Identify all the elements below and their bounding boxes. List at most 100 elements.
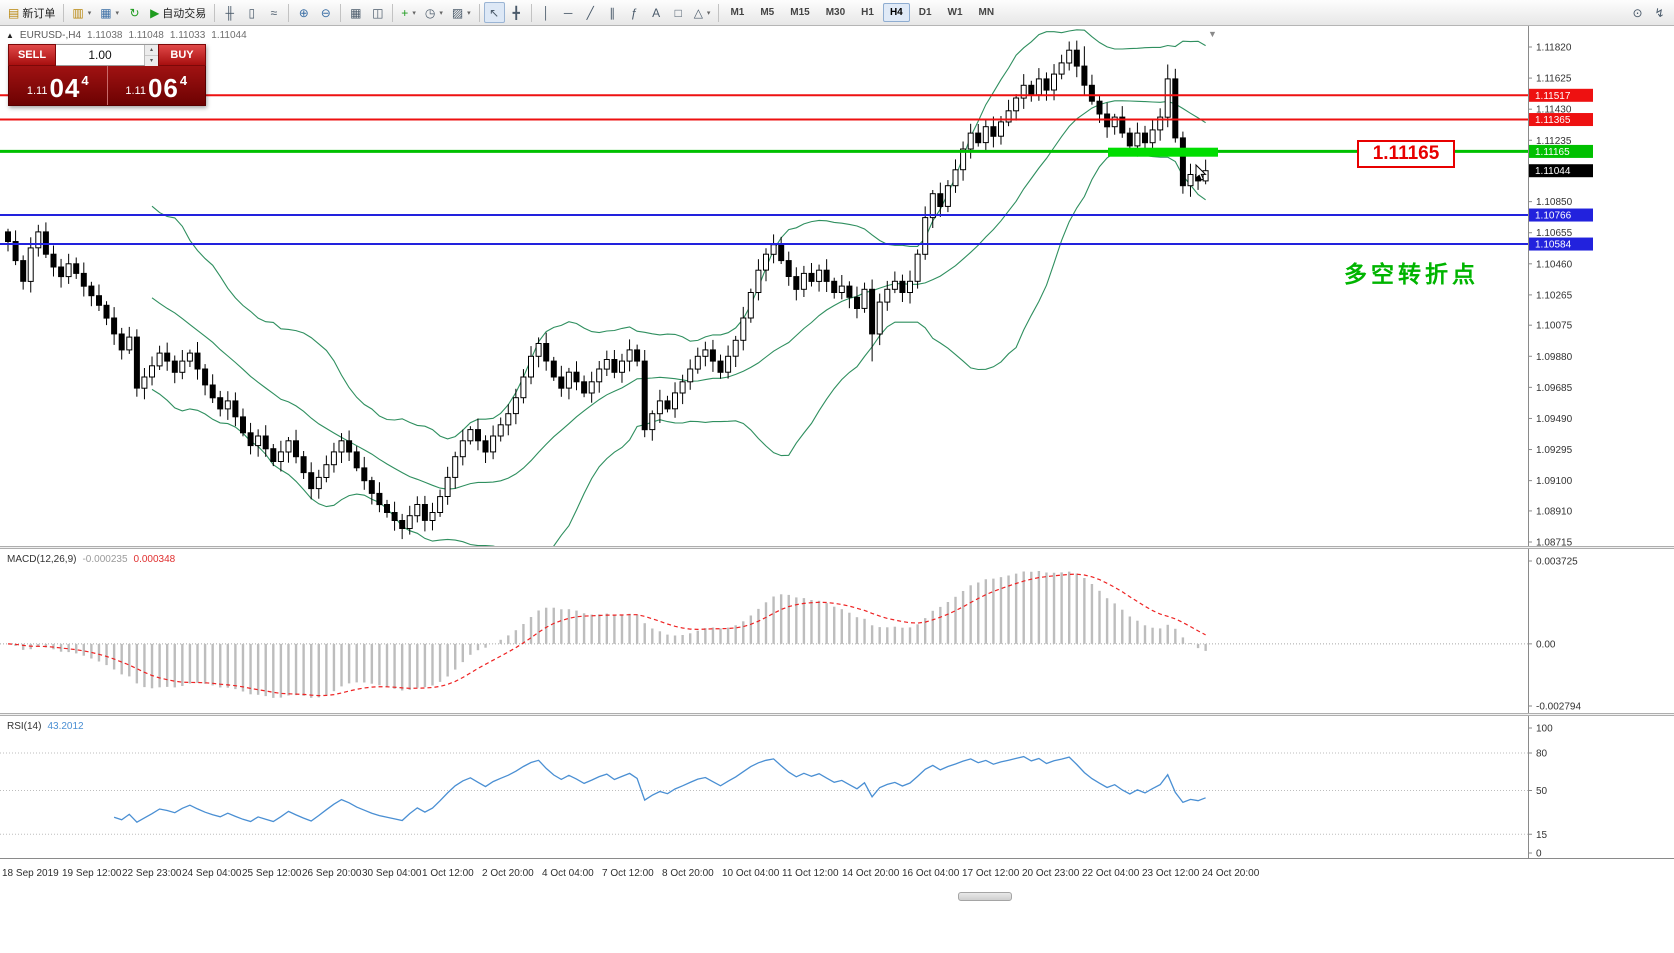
periods-button[interactable]: ◷ ▾ — [421, 2, 447, 23]
quick-actions-button[interactable]: ↯ — [1649, 2, 1670, 23]
refresh-button[interactable]: ↻ — [124, 2, 145, 23]
timeframe-h4[interactable]: H4 — [882, 3, 910, 22]
profiles-button[interactable]: ▦ ▾ — [96, 2, 123, 23]
quote-open: 1.11038 — [87, 30, 123, 41]
candle — [952, 169, 959, 187]
dropdown-caret: ▾ — [87, 9, 92, 17]
candle — [725, 355, 732, 373]
line-chart-icon: ≈ — [270, 5, 278, 20]
label-icon: □ — [674, 5, 682, 20]
timeframe-mn[interactable]: MN — [972, 3, 1002, 22]
rsi-tick-label: 100 — [1536, 724, 1553, 735]
sell-price-display[interactable]: 1.11 04 4 — [9, 66, 108, 105]
timeframe-w1[interactable]: W1 — [941, 3, 970, 22]
price-tick-label: 1.09685 — [1536, 383, 1573, 394]
rsi-tick-label: 0 — [1536, 849, 1542, 859]
channel-tool-button[interactable]: ∥ — [602, 2, 623, 23]
lot-size-field[interactable]: 1.00 ▴ ▾ — [56, 44, 158, 66]
toolbar-separator — [340, 3, 342, 22]
candle — [1073, 49, 1080, 67]
candle — [581, 381, 588, 394]
price-tag-box — [1529, 144, 1593, 158]
crosshair-tool-button[interactable]: ╋ — [506, 2, 527, 23]
candle — [1172, 78, 1179, 139]
price-tick-label: 1.08910 — [1536, 506, 1573, 517]
zoom-in-button[interactable]: ⊕ — [293, 2, 314, 23]
candle — [626, 349, 633, 362]
text-tool-button[interactable]: A — [646, 2, 667, 23]
horizontal-line-tool-button[interactable]: ─ — [558, 2, 579, 23]
candle — [444, 476, 451, 497]
cursor-tool-button[interactable]: ↖ — [483, 2, 505, 23]
timeframe-m30[interactable]: M30 — [819, 3, 852, 22]
timeframe-h1[interactable]: H1 — [854, 3, 881, 22]
time-axis-label: 23 Oct 12:00 — [1142, 868, 1200, 879]
candle — [475, 429, 481, 442]
candle — [1066, 49, 1073, 64]
timeframe-m15[interactable]: M15 — [783, 3, 816, 22]
candle — [1187, 174, 1194, 187]
toolbar-separator — [718, 3, 720, 22]
new-order-button[interactable]: ▤ 新订单 — [4, 2, 59, 23]
buy-button[interactable]: BUY — [158, 44, 206, 66]
macd-panel: 0.003725 0.00 -0.002794 MACD(12,26,9) -0.0… — [0, 549, 1674, 713]
panel-splitter[interactable] — [0, 546, 1674, 549]
candle — [270, 448, 277, 463]
new-order-label: 新订单 — [22, 7, 56, 20]
dropdown-caret: ▾ — [439, 9, 443, 17]
tile-windows-button[interactable]: ◫ — [367, 2, 388, 23]
lot-size-value[interactable]: 1.00 — [88, 48, 112, 62]
bar-chart-button[interactable]: ╫ — [219, 2, 240, 23]
timeframe-m5[interactable]: M5 — [753, 3, 781, 22]
zoom-in-icon: ⊕ — [298, 5, 309, 20]
lot-increase-button[interactable]: ▴ — [145, 45, 158, 56]
shapes-tool-button[interactable]: △ ▾ — [690, 2, 715, 23]
buy-price-pip: 4 — [179, 73, 188, 88]
line-chart-button[interactable]: ≈ — [263, 2, 284, 23]
candle — [149, 365, 155, 378]
rsi-canvas[interactable]: 100 80 50 15 0 — [0, 716, 1674, 858]
search-button[interactable]: ⊙ — [1627, 2, 1648, 23]
buy-price-display[interactable]: 1.11 06 4 — [108, 66, 206, 105]
panel-splitter[interactable] — [0, 713, 1674, 716]
tile-windows-icon: ◫ — [372, 5, 384, 20]
grid-button[interactable]: ▦ — [345, 2, 366, 23]
templates-button[interactable]: ▨ ▾ — [448, 2, 475, 23]
rsi-tick-label: 15 — [1536, 830, 1548, 841]
candle — [209, 384, 216, 399]
price-chart-canvas[interactable]: ▼ 1.11820 1.11625 1.11430 1.11235 1.10850 1.10… — [0, 26, 1674, 546]
candle — [975, 132, 982, 144]
candle — [35, 231, 42, 249]
timeframe-toolbar: M1 M5 M15 M30 H1 H4 D1 W1 MN — [723, 3, 1001, 22]
lot-decrease-button[interactable]: ▾ — [145, 56, 158, 66]
price-tag-box — [1529, 237, 1593, 251]
macd-canvas[interactable]: 0.003725 0.00 -0.002794 — [0, 549, 1674, 713]
label-tool-button[interactable]: □ — [668, 2, 689, 23]
trendline-icon: ╱ — [586, 5, 594, 20]
sell-button[interactable]: SELL — [8, 44, 56, 66]
autotrading-button[interactable]: ▶ 自动交易 — [146, 2, 210, 23]
time-axis[interactable]: 18 Sep 2019 19 Sep 12:00 22 Sep 23:00 24 Se… — [0, 858, 1674, 892]
timeframe-d1[interactable]: D1 — [912, 3, 939, 22]
time-axis-label: 25 Sep 12:00 — [242, 868, 302, 879]
candle — [73, 263, 80, 274]
time-axis-label: 17 Oct 12:00 — [962, 868, 1020, 879]
timeframe-m1[interactable]: M1 — [723, 3, 751, 22]
vertical-line-tool-button[interactable]: │ — [536, 2, 557, 23]
new-order-icon: ▤ — [8, 5, 20, 20]
zoom-out-button[interactable]: ⊖ — [315, 2, 336, 23]
candle — [293, 440, 299, 458]
horizontal-line-icon: ─ — [563, 5, 573, 20]
candle — [437, 496, 444, 514]
candle — [672, 392, 678, 410]
indicators-button[interactable]: + ▾ — [397, 2, 420, 23]
trendline-tool-button[interactable]: ╱ — [580, 2, 601, 23]
price-tick-label: 1.10075 — [1536, 321, 1573, 332]
new-chart-button[interactable]: ▥ ▾ — [68, 2, 95, 23]
candle — [937, 193, 944, 207]
panel-resize-handle[interactable] — [958, 892, 1012, 901]
candlestick-chart-button[interactable]: ▯ — [241, 2, 262, 23]
grid-icon: ▦ — [350, 5, 362, 20]
candle — [164, 352, 171, 362]
fibonacci-tool-button[interactable]: ƒ — [624, 2, 645, 23]
